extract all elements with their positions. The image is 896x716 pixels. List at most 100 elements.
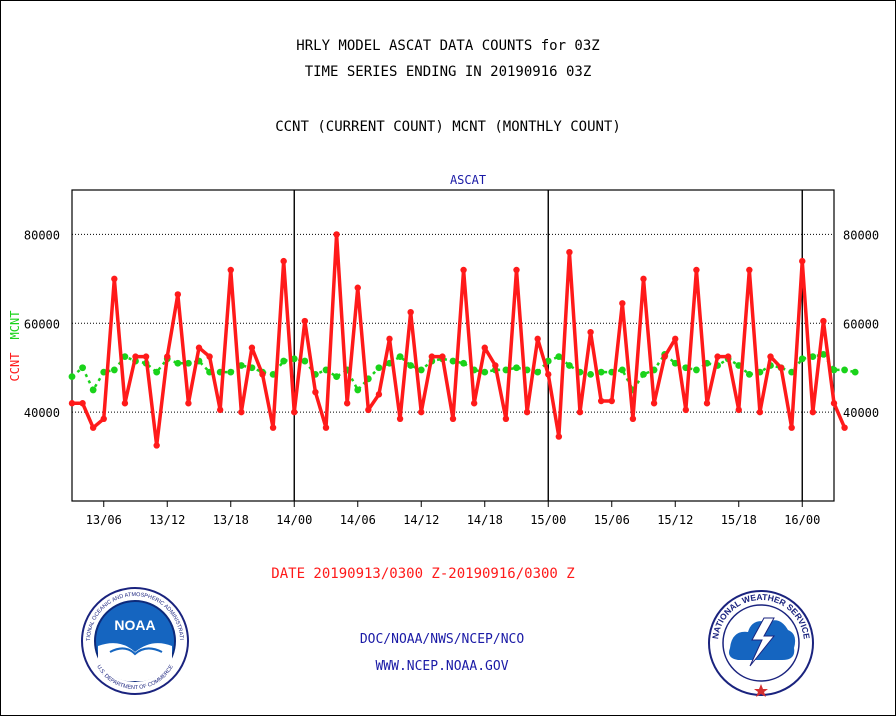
ccnt-series-line: [72, 232, 847, 448]
mcnt-point: [290, 355, 298, 363]
ccnt-point: [576, 408, 584, 416]
mcnt-point: [121, 353, 129, 361]
noaa-logo: NOAA NATIONAL OCEANIC AND ATMOSPHERIC AD…: [80, 586, 189, 695]
x-tick-label: 15/06: [594, 513, 630, 527]
mcnt-point: [227, 368, 235, 376]
mcnt-point: [820, 350, 827, 358]
ccnt-point: [650, 400, 658, 407]
ccnt-point: [502, 415, 510, 423]
ccnt-point: [68, 400, 76, 407]
ccnt-point: [629, 415, 637, 423]
mcnt-point: [481, 368, 489, 376]
ccnt-point: [608, 397, 615, 405]
website-url-text: WWW.NCEP.NOAA.GOV: [375, 659, 509, 674]
ccnt-point: [746, 266, 753, 274]
mcnt-point: [375, 364, 383, 372]
mcnt-point: [153, 368, 161, 376]
ccnt-point: [238, 408, 245, 416]
ccnt-point: [407, 308, 414, 316]
mcnt-point: [809, 353, 817, 361]
ccnt-point: [227, 266, 234, 274]
ccnt-point: [343, 400, 351, 407]
ccnt-point: [830, 400, 838, 407]
y-tick-label-right: 80000: [843, 228, 879, 242]
ccnt-point: [470, 400, 478, 407]
ccnt-point: [153, 442, 160, 449]
ccnt-point: [322, 424, 330, 431]
ccnt-point: [788, 424, 795, 431]
ccnt-point: [354, 284, 361, 291]
mcnt-point: [79, 364, 86, 372]
x-tick-label: 13/06: [86, 513, 122, 527]
mcnt-point: [745, 370, 753, 378]
ccnt-point: [597, 397, 605, 405]
ccnt-point: [206, 353, 213, 360]
ccnt-point: [100, 415, 107, 423]
ccnt-point: [640, 275, 647, 283]
ccnt-point: [121, 400, 129, 407]
mcnt-point: [555, 353, 563, 361]
ccnt-point: [301, 317, 309, 325]
ccnt-point: [513, 266, 520, 274]
ccnt-point: [428, 353, 436, 360]
chart-subtitle: CCNT (CURRENT COUNT) MCNT (MONTHLY COUNT…: [275, 119, 621, 135]
ccnt-point: [534, 335, 541, 343]
mcnt-point: [841, 366, 848, 374]
x-tick-label: 14/00: [276, 513, 312, 527]
ccnt-point: [195, 344, 203, 351]
mcnt-point: [597, 368, 605, 376]
y-axis-label-ccnt: CCNT: [8, 353, 22, 382]
x-tick-label: 13/12: [149, 513, 185, 527]
ccnt-point: [619, 300, 626, 307]
ccnt-point: [566, 249, 573, 256]
ccnt-point: [555, 433, 563, 440]
ccnt-point: [545, 371, 552, 378]
ccnt-point: [291, 408, 298, 416]
mcnt-point: [301, 357, 309, 365]
ccnt-point: [164, 353, 171, 360]
mcnt-point: [280, 357, 288, 365]
ccnt-point: [79, 400, 86, 407]
ccnt-point: [693, 266, 700, 274]
x-tick-label: 14/12: [403, 513, 439, 527]
y-axis-label-mcnt: MCNT: [8, 311, 22, 340]
ccnt-point: [714, 353, 721, 360]
mcnt-point: [89, 386, 97, 394]
mcnt-point: [68, 373, 76, 380]
mcnt-point: [407, 362, 415, 369]
ccnt-point: [587, 328, 594, 336]
mcnt-point: [830, 366, 838, 374]
ccnt-point: [523, 408, 531, 416]
ccnt-point: [132, 353, 139, 360]
mcnt-point: [534, 368, 542, 376]
nws-logo: NATIONAL WEATHER SERVICE: [708, 590, 814, 697]
ccnt-point: [735, 406, 742, 414]
mcnt-point: [798, 355, 806, 363]
mcnt-series-line: [71, 353, 856, 392]
ccnt-point: [111, 275, 118, 283]
ccnt-point: [449, 415, 457, 423]
ccnt-point: [809, 408, 817, 416]
x-tick-label: 15/00: [530, 513, 566, 527]
y-tick-label-left: 40000: [24, 406, 60, 420]
mcnt-point: [396, 353, 404, 361]
x-tick-label: 16/00: [784, 513, 820, 527]
ccnt-point: [460, 266, 467, 274]
ccnt-point: [756, 408, 764, 416]
ccnt-point: [724, 353, 732, 360]
mcnt-point: [354, 386, 362, 394]
plot-area-frame: [71, 189, 835, 502]
ccnt-point: [365, 406, 372, 414]
chart-title-line1: HRLY MODEL ASCAT DATA COUNTS for 03Z: [296, 38, 600, 54]
mcnt-point: [513, 364, 520, 372]
ccnt-point: [174, 291, 182, 298]
ccnt-point: [396, 415, 404, 423]
mcnt-point: [693, 366, 700, 374]
ccnt-point: [682, 406, 690, 414]
mcnt-point: [640, 370, 647, 378]
ccnt-point: [703, 400, 711, 407]
mcnt-point: [449, 357, 457, 365]
mcnt-point: [333, 373, 340, 380]
ccnt-point: [259, 371, 266, 378]
ccnt-point: [672, 335, 679, 343]
